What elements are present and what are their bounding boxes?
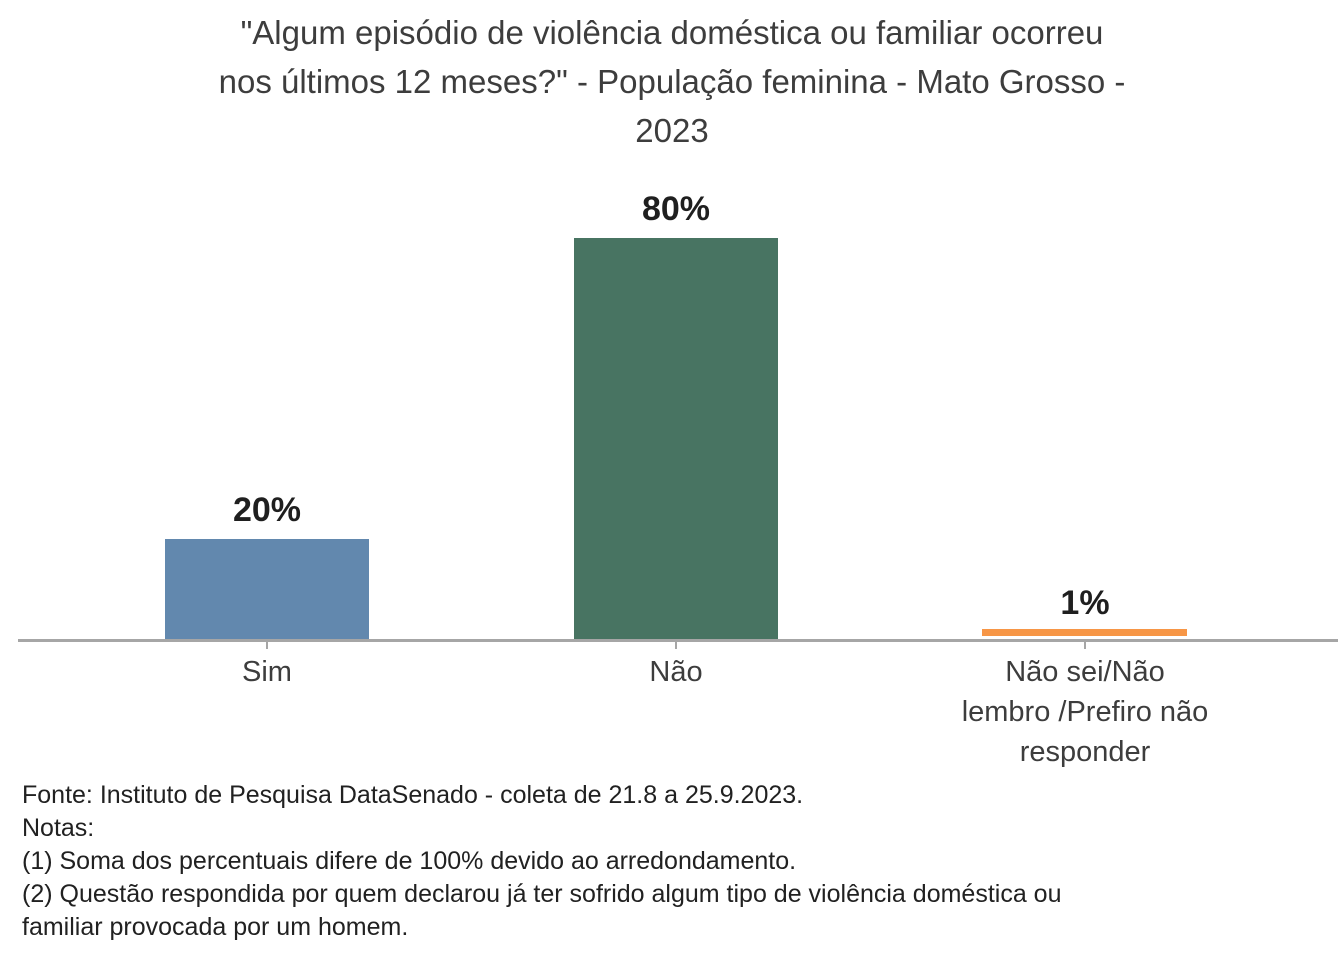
chart-footer: Fonte: Instituto de Pesquisa DataSenado …	[22, 779, 1117, 944]
chart-title-line: 2023	[635, 112, 709, 149]
chart-title: "Algum episódio de violência doméstica o…	[0, 8, 1344, 155]
x-axis-tick-nao-sei	[1084, 642, 1086, 649]
x-axis-line	[18, 639, 1338, 642]
bar-sim	[165, 539, 369, 639]
notes-label: Notas:	[22, 814, 95, 842]
value-label-sim: 20%	[232, 491, 302, 529]
category-label-nao-sei: Não sei/Não lembro /Prefiro não responde…	[920, 652, 1250, 772]
note-2: (2) Questão respondida por quem declarou…	[22, 880, 1062, 941]
value-label-nao-sei: 1%	[1060, 584, 1110, 622]
value-label-nao: 80%	[641, 190, 711, 228]
x-axis-tick-nao	[675, 642, 677, 649]
chart-title-line: nos últimos 12 meses?" - População femin…	[218, 63, 1126, 100]
x-axis-tick-sim	[266, 642, 268, 649]
category-label-nao: Não	[649, 656, 703, 688]
category-label-nao-sei-line: responder	[1019, 736, 1151, 768]
category-label-sim: Sim	[242, 656, 292, 688]
bar-nao	[574, 238, 778, 639]
category-label-nao-sei-line: Não sei/Não	[1005, 656, 1165, 688]
category-label-nao-sei-line: lembro /Prefiro não	[961, 696, 1209, 728]
note-1: (1) Soma dos percentuais difere de 100% …	[22, 847, 797, 875]
bar-nao-sei	[982, 629, 1187, 636]
source-text: Fonte: Instituto de Pesquisa DataSenado …	[22, 781, 804, 809]
chart-title-line: "Algum episódio de violência doméstica o…	[240, 14, 1104, 51]
